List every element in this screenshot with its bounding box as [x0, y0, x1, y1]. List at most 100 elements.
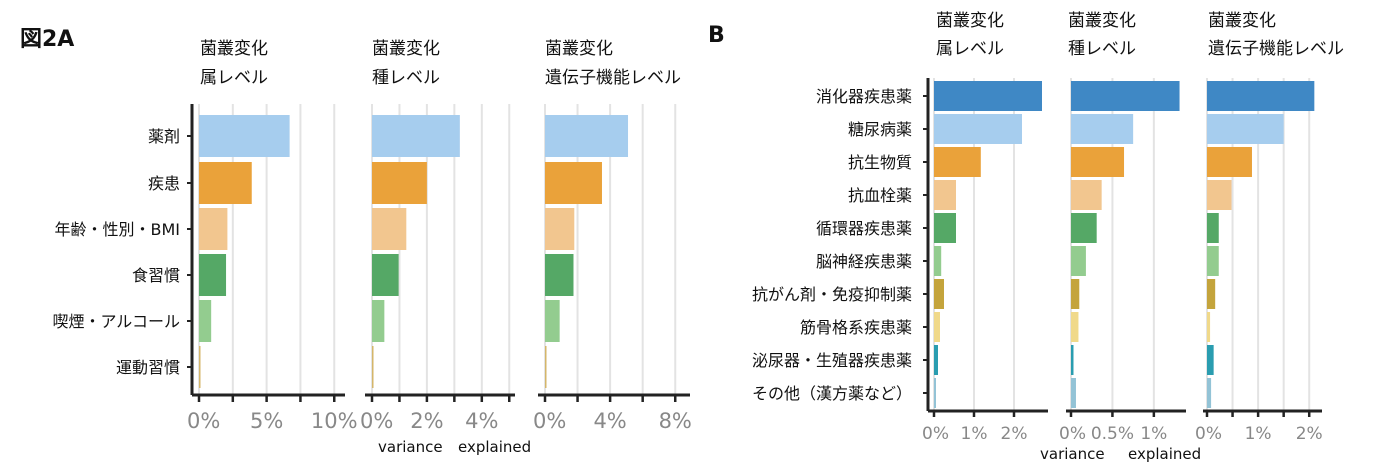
bar [1207, 312, 1211, 342]
bar [1071, 279, 1080, 309]
category-label: 筋骨格系疾患薬 [800, 318, 912, 337]
bar [199, 162, 252, 204]
bar [934, 180, 956, 210]
bar [934, 378, 936, 408]
bar [372, 346, 374, 388]
bar [934, 147, 981, 177]
x-tick-label: 1% [1245, 424, 1272, 444]
panel-title: 菌叢変化 [936, 11, 1004, 31]
bar [545, 254, 574, 296]
category-label: 泌尿器・生殖器疾患薬 [752, 351, 912, 370]
category-label: 運動習慣 [116, 358, 180, 377]
x-tick-label: 1% [1140, 424, 1167, 444]
category-label: 脳神経疾患薬 [816, 252, 912, 271]
x-tick-label: 10% [311, 409, 358, 433]
category-label: その他（漢方薬など） [752, 384, 912, 403]
bar [545, 208, 575, 250]
panel-title: 菌叢変化 [372, 39, 440, 59]
x-tick-label: 4% [465, 409, 498, 433]
bar [1207, 246, 1219, 276]
bar [545, 300, 560, 342]
category-label: 薬剤 [148, 127, 180, 146]
bar [199, 115, 290, 157]
panel-title: 属レベル [200, 68, 268, 88]
x-tick-label: 0% [360, 409, 393, 433]
bar [1071, 246, 1086, 276]
bar [934, 246, 942, 276]
panel-title: 属レベル [936, 39, 1004, 59]
category-label: 年齢・性別・BMI [54, 220, 180, 239]
bar [545, 115, 629, 157]
bar [1207, 114, 1284, 144]
bar [199, 208, 228, 250]
x-tick-label: 2% [410, 409, 443, 433]
x-tick-label: 4% [593, 409, 626, 433]
bar [1207, 345, 1214, 375]
x-tick-label: 1% [961, 424, 988, 444]
bar [1207, 81, 1315, 111]
panel-title: 菌叢変化 [545, 39, 613, 59]
x-axis-label: variance [1040, 445, 1105, 463]
category-label: 糖尿病薬 [848, 120, 912, 139]
x-axis-label: explained [1128, 445, 1201, 463]
bar [1071, 147, 1125, 177]
bar [1071, 213, 1097, 243]
x-axis-label: variance [378, 438, 443, 456]
x-tick-label: 5% [250, 409, 283, 433]
x-tick-label: 0% [922, 424, 949, 444]
bar [1071, 345, 1074, 375]
category-label: 抗血栓薬 [848, 186, 912, 205]
bar [934, 279, 944, 309]
x-tick-label: 0% [1059, 424, 1086, 444]
panel-title: 菌叢変化 [1208, 11, 1276, 31]
x-tick-label: 0% [187, 409, 220, 433]
x-tick-label: 0% [1195, 424, 1222, 444]
bar [934, 312, 940, 342]
bar [1071, 378, 1076, 408]
figure-label: B [708, 23, 725, 48]
bar [199, 346, 201, 388]
bar [1207, 378, 1212, 408]
panel-title: 菌叢変化 [200, 39, 268, 59]
bar [934, 213, 956, 243]
category-label: 循環器疾患薬 [816, 219, 912, 238]
bar [1207, 180, 1232, 210]
bar [1071, 81, 1180, 111]
category-label: 喫煙・アルコール [52, 312, 180, 331]
x-tick-label: 2% [1001, 424, 1028, 444]
panel-title: 菌叢変化 [1068, 11, 1136, 31]
bar [372, 208, 407, 250]
bar [372, 162, 427, 204]
chart-1: B 消化器疾患薬糖尿病薬抗生物質抗血栓薬循環器疾患薬脳神経疾患薬抗がん剤・免疫抑制… [708, 11, 1344, 463]
bar [1207, 147, 1252, 177]
bar [1207, 213, 1219, 243]
x-axis-label: explained [458, 438, 531, 456]
bar [372, 254, 399, 296]
bar [1071, 114, 1134, 144]
category-label: 抗がん剤・免疫抑制薬 [752, 285, 912, 304]
bar [1207, 279, 1216, 309]
x-tick-label: 0% [533, 409, 566, 433]
panel-title: 種レベル [372, 68, 440, 88]
panel-title: 遺伝子機能レベル [545, 68, 681, 88]
panel-title: 遺伝子機能レベル [1208, 39, 1344, 59]
bar [199, 254, 227, 296]
panel-title: 種レベル [1068, 39, 1136, 59]
x-tick-label: 8% [659, 409, 692, 433]
x-tick-label: 2% [1296, 424, 1323, 444]
bar [199, 300, 212, 342]
bar [934, 114, 1022, 144]
category-label: 疾患 [148, 174, 180, 193]
bar [934, 345, 938, 375]
bar [545, 346, 547, 388]
figure-label: 図2A [20, 27, 74, 52]
bar [372, 115, 460, 157]
bar [934, 81, 1042, 111]
